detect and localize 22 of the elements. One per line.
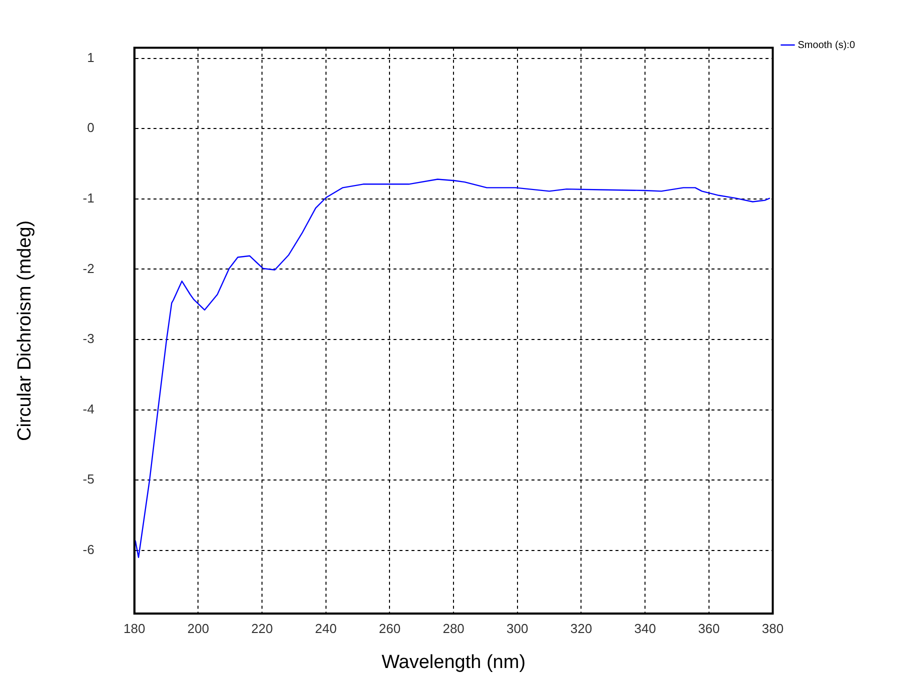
x-tick-label: 380 [762,620,784,636]
x-axis-title: Wavelength (nm) [382,652,526,673]
x-tick-label: 180 [124,620,146,636]
legend-label: Smooth (s):0 [798,40,856,51]
x-tick-label: 220 [251,620,273,636]
x-tick-label: 300 [506,620,528,636]
y-axis-title: Circular Dichroism (mdeg) [14,220,36,442]
y-tick-label: -2 [82,260,94,276]
y-tick-label: 0 [87,120,94,136]
x-tick-label: 240 [315,620,337,636]
x-tick-label: 340 [634,620,656,636]
y-tick-label: -6 [82,542,94,557]
x-tick-label: 360 [698,620,720,636]
y-tick-label: -1 [82,190,94,206]
y-tick-label: -3 [82,331,94,346]
x-tick-label: 200 [187,620,210,636]
y-tick-label: -4 [82,401,94,416]
x-tick-label: 260 [378,620,401,636]
y-tick-label: 1 [87,50,94,65]
y-tick-label: -5 [82,472,94,487]
x-tick-label: 320 [570,620,592,636]
x-tick-label: 280 [442,620,464,636]
